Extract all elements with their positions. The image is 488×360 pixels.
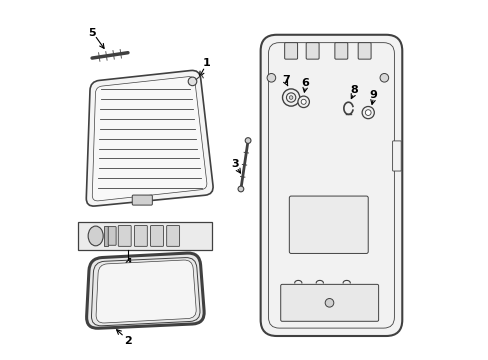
PathPatch shape [96,260,196,323]
Circle shape [365,110,370,116]
FancyBboxPatch shape [166,226,179,246]
FancyBboxPatch shape [289,196,367,253]
Bar [78,222,212,250]
Text: 3: 3 [231,159,239,169]
Text: 9: 9 [369,90,377,100]
Circle shape [286,93,295,102]
Text: 6: 6 [301,78,309,88]
PathPatch shape [92,77,206,201]
Ellipse shape [88,226,103,246]
FancyBboxPatch shape [150,226,163,246]
FancyBboxPatch shape [334,42,347,59]
Text: 2: 2 [124,336,132,346]
FancyBboxPatch shape [108,226,116,245]
FancyBboxPatch shape [357,42,370,59]
Circle shape [282,89,299,106]
Bar [104,226,107,246]
Circle shape [244,138,250,143]
Circle shape [238,186,244,192]
Circle shape [266,73,275,82]
PathPatch shape [86,71,213,206]
FancyBboxPatch shape [260,35,402,336]
Text: 1: 1 [203,58,210,68]
FancyBboxPatch shape [134,226,147,246]
Text: 4: 4 [124,258,132,268]
Circle shape [301,99,305,104]
FancyBboxPatch shape [132,195,152,205]
Text: 7: 7 [282,75,290,85]
Text: 5: 5 [88,28,96,38]
Circle shape [379,73,388,82]
FancyBboxPatch shape [305,42,319,59]
Circle shape [325,298,333,307]
Text: 8: 8 [349,85,357,95]
Circle shape [289,96,292,99]
Circle shape [297,96,309,108]
Circle shape [362,107,373,119]
PathPatch shape [86,253,204,328]
FancyBboxPatch shape [118,226,131,246]
FancyBboxPatch shape [284,42,297,59]
Circle shape [188,77,196,86]
FancyBboxPatch shape [280,284,378,321]
FancyBboxPatch shape [392,141,400,171]
